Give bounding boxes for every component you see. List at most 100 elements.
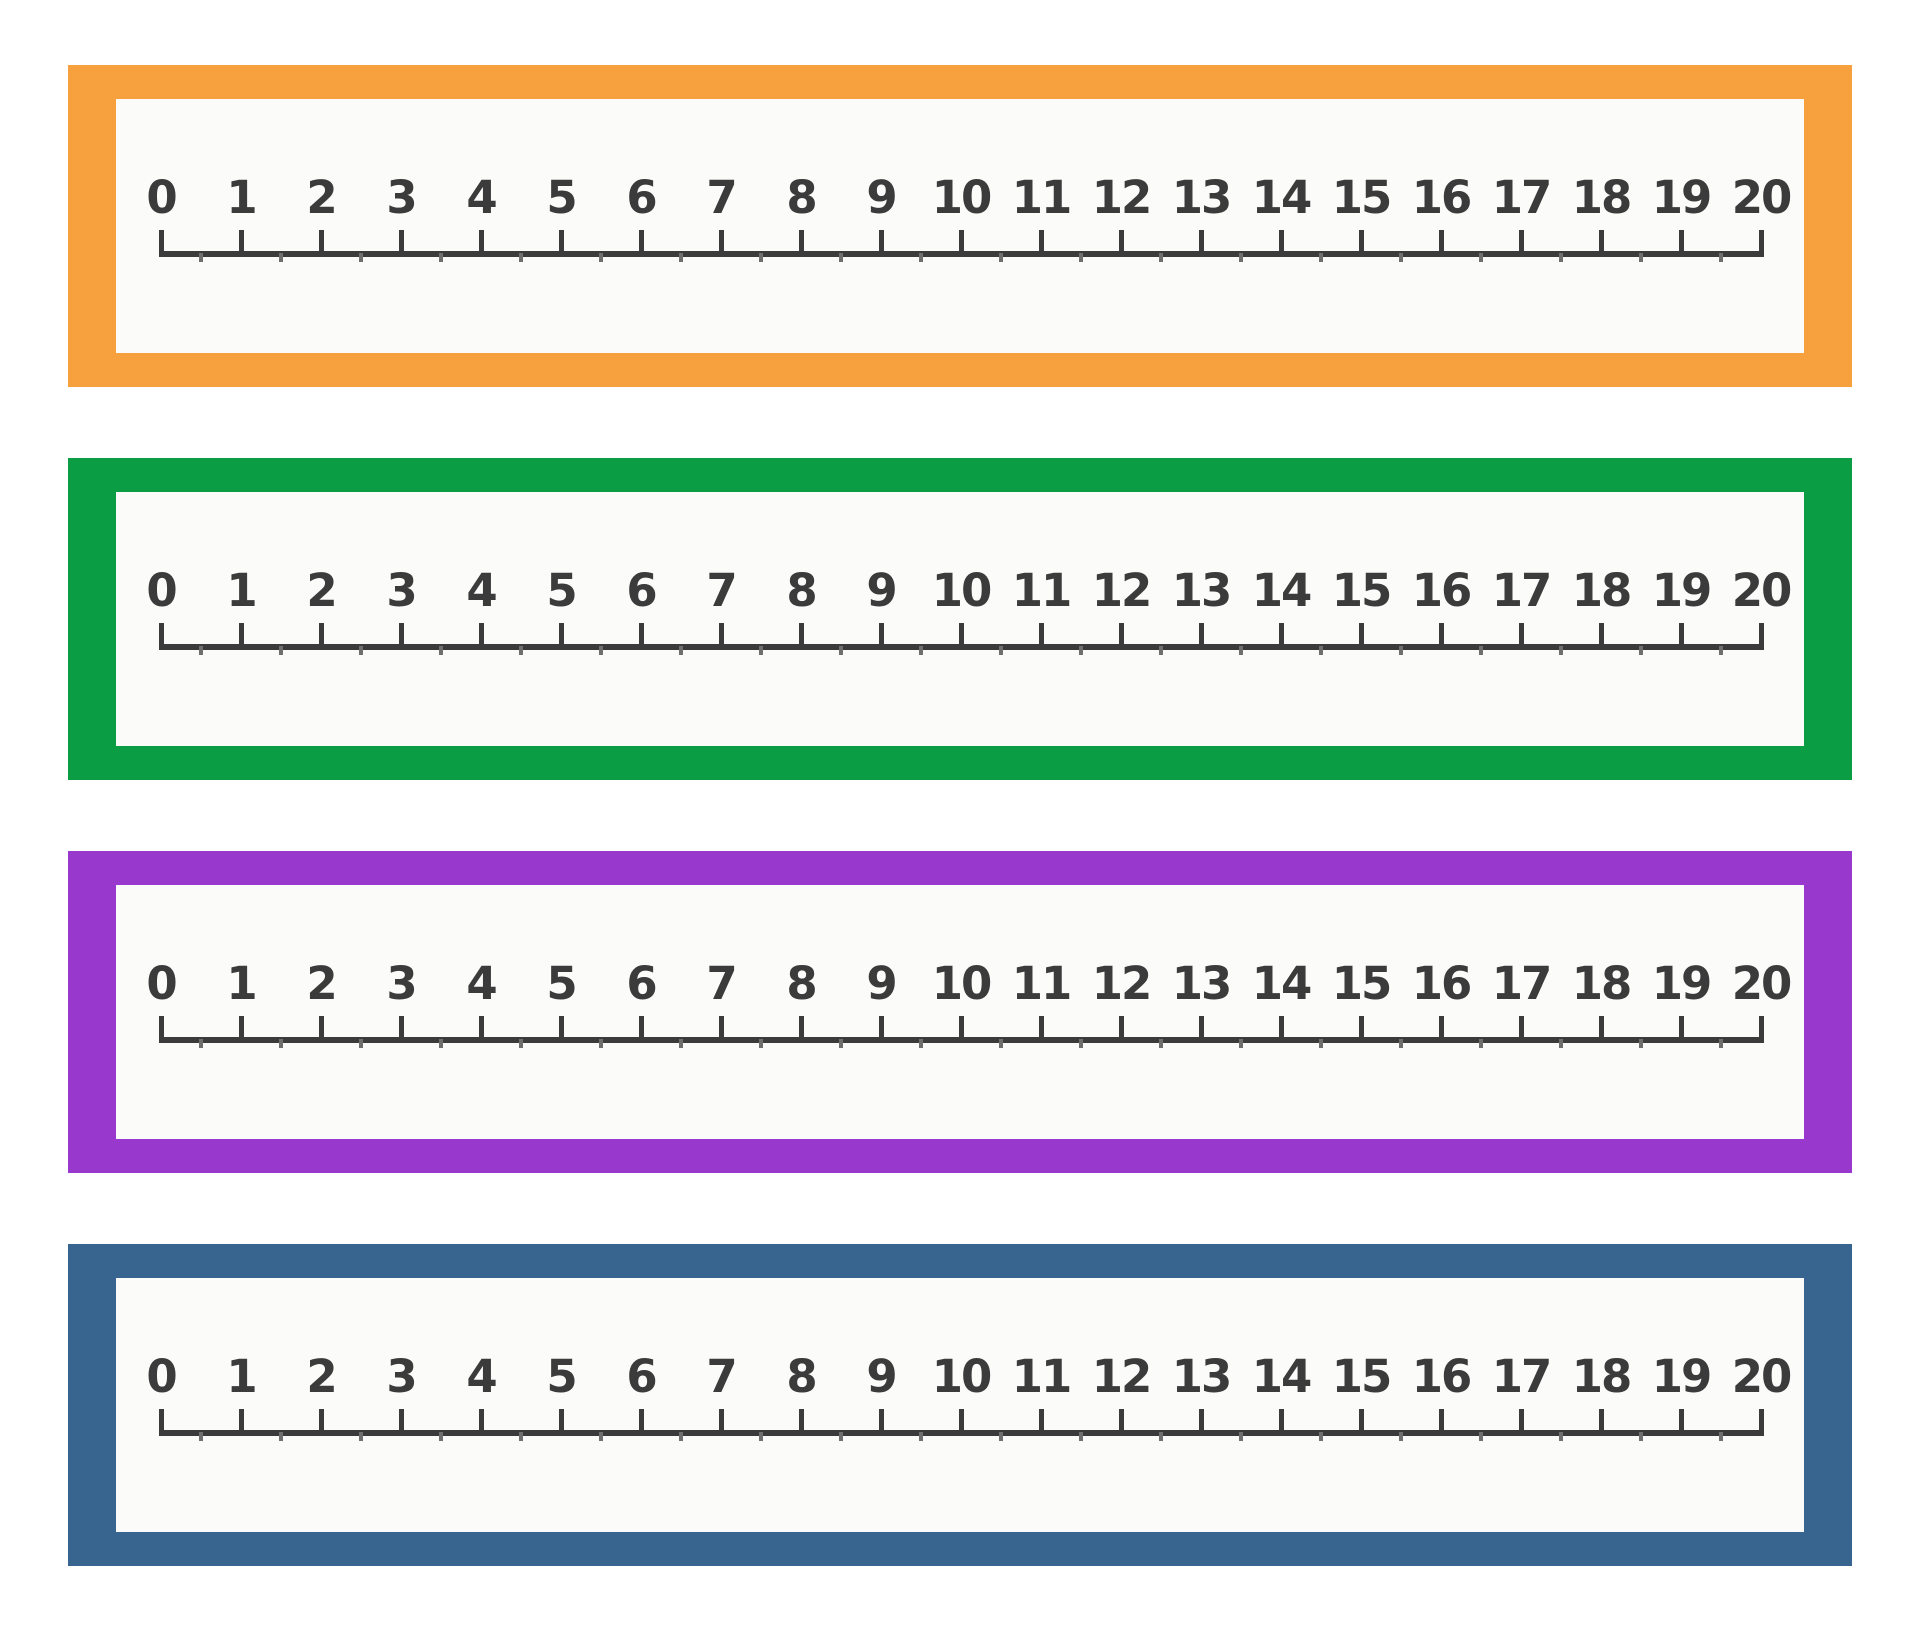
major-tick-6 — [638, 1409, 644, 1436]
major-tick-8 — [798, 1409, 804, 1436]
major-tick-0 — [158, 1016, 164, 1043]
tick-label-8: 8 — [786, 1350, 817, 1403]
tick-label-9: 9 — [866, 957, 897, 1010]
tick-label-15: 15 — [1331, 957, 1393, 1010]
half-tick — [1559, 646, 1563, 655]
major-tick-18 — [1598, 230, 1604, 257]
half-tick — [1239, 1039, 1243, 1048]
half-tick — [1079, 1432, 1083, 1441]
half-tick — [1479, 646, 1483, 655]
tick-label-14: 14 — [1251, 1350, 1313, 1403]
tick-label-8: 8 — [786, 171, 817, 224]
half-tick — [1719, 1039, 1723, 1048]
half-tick — [439, 253, 443, 262]
half-tick — [999, 1039, 1003, 1048]
tick-label-19: 19 — [1651, 564, 1713, 617]
tick-label-8: 8 — [786, 564, 817, 617]
major-tick-9 — [878, 1409, 884, 1436]
tick-label-20: 20 — [1731, 171, 1793, 224]
major-tick-7 — [718, 1016, 724, 1043]
half-tick — [919, 1432, 923, 1441]
half-tick — [439, 1432, 443, 1441]
half-tick — [1079, 646, 1083, 655]
half-tick — [359, 1432, 363, 1441]
major-tick-12 — [1118, 1016, 1124, 1043]
major-tick-7 — [718, 230, 724, 257]
major-tick-8 — [798, 230, 804, 257]
tick-label-18: 18 — [1571, 1350, 1633, 1403]
tick-label-0: 0 — [146, 171, 177, 224]
major-tick-16 — [1438, 230, 1444, 257]
half-tick — [599, 646, 603, 655]
major-tick-1 — [238, 1409, 244, 1436]
tick-label-12: 12 — [1091, 564, 1153, 617]
half-tick — [759, 646, 763, 655]
tick-label-10: 10 — [931, 171, 993, 224]
major-tick-3 — [398, 230, 404, 257]
major-tick-15 — [1358, 1016, 1364, 1043]
half-tick — [1559, 253, 1563, 262]
number-line-ruler-purple: 0 1 2 3 4 5 6 7 8 9 10 11 12 13 14 15 16 17 18 19 20 — [68, 851, 1852, 1173]
half-tick — [439, 1039, 443, 1048]
major-tick-9 — [878, 230, 884, 257]
tick-label-18: 18 — [1571, 171, 1633, 224]
major-tick-15 — [1358, 1409, 1364, 1436]
major-tick-4 — [478, 623, 484, 650]
major-tick-17 — [1518, 623, 1524, 650]
half-tick — [1399, 253, 1403, 262]
major-tick-10 — [958, 230, 964, 257]
number-line-ruler-green: 0 1 2 3 4 5 6 7 8 9 10 11 12 13 14 15 16 17 18 19 20 — [68, 458, 1852, 780]
tick-label-6: 6 — [626, 957, 657, 1010]
half-tick — [999, 253, 1003, 262]
tick-label-9: 9 — [866, 1350, 897, 1403]
half-tick — [919, 253, 923, 262]
major-tick-1 — [238, 230, 244, 257]
major-tick-18 — [1598, 1016, 1604, 1043]
half-tick — [1639, 1039, 1643, 1048]
major-tick-20 — [1758, 1016, 1764, 1043]
half-tick — [839, 646, 843, 655]
half-tick — [1479, 1432, 1483, 1441]
tick-label-7: 7 — [706, 171, 737, 224]
tick-label-14: 14 — [1251, 957, 1313, 1010]
tick-label-9: 9 — [866, 171, 897, 224]
tick-label-4: 4 — [466, 957, 497, 1010]
major-tick-13 — [1198, 1409, 1204, 1436]
half-tick — [1079, 253, 1083, 262]
half-tick — [1719, 1432, 1723, 1441]
major-tick-16 — [1438, 1409, 1444, 1436]
tick-label-11: 11 — [1011, 171, 1073, 224]
half-tick — [1319, 1432, 1323, 1441]
major-tick-17 — [1518, 1016, 1524, 1043]
major-tick-12 — [1118, 1409, 1124, 1436]
tick-label-13: 13 — [1171, 1350, 1233, 1403]
tick-label-20: 20 — [1731, 1350, 1793, 1403]
half-tick — [999, 1432, 1003, 1441]
tick-label-19: 19 — [1651, 1350, 1713, 1403]
major-tick-2 — [318, 1409, 324, 1436]
major-tick-19 — [1678, 230, 1684, 257]
tick-label-13: 13 — [1171, 957, 1233, 1010]
tick-label-1: 1 — [226, 564, 257, 617]
tick-label-2: 2 — [306, 1350, 337, 1403]
tick-label-5: 5 — [546, 957, 577, 1010]
half-tick — [1399, 1039, 1403, 1048]
half-tick — [679, 1432, 683, 1441]
major-tick-7 — [718, 1409, 724, 1436]
major-tick-12 — [1118, 230, 1124, 257]
tick-label-16: 16 — [1411, 1350, 1473, 1403]
tick-label-9: 9 — [866, 564, 897, 617]
major-tick-9 — [878, 1016, 884, 1043]
half-tick — [759, 1039, 763, 1048]
half-tick — [279, 1039, 283, 1048]
half-tick — [679, 253, 683, 262]
tick-label-17: 17 — [1491, 1350, 1553, 1403]
tick-label-6: 6 — [626, 564, 657, 617]
tick-label-12: 12 — [1091, 171, 1153, 224]
major-tick-3 — [398, 623, 404, 650]
major-tick-14 — [1278, 230, 1284, 257]
major-tick-3 — [398, 1016, 404, 1043]
tick-label-19: 19 — [1651, 957, 1713, 1010]
major-tick-7 — [718, 623, 724, 650]
tick-label-4: 4 — [466, 1350, 497, 1403]
